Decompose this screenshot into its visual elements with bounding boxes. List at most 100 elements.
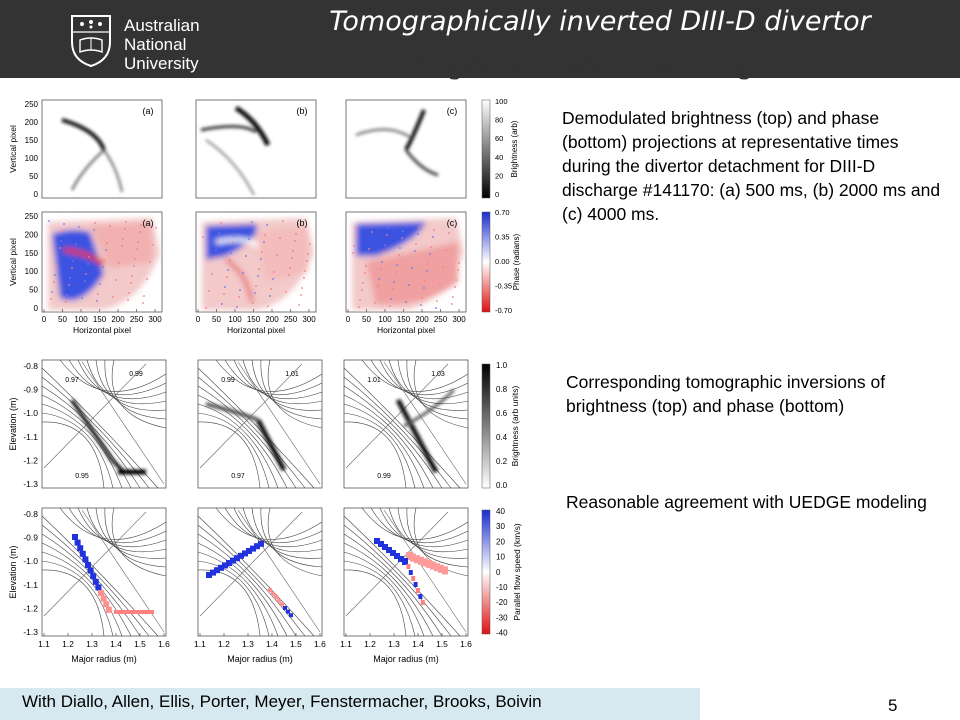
caption-uedge: Reasonable agreement with UEDGE modeling: [566, 492, 927, 512]
colorbar-tick-label: -10: [496, 583, 508, 592]
flux-contour: [197, 515, 315, 637]
phase-region-blue: [356, 222, 426, 256]
inversion-brightness-image: [205, 402, 287, 472]
x-axis-label: Major radius (m): [227, 654, 293, 664]
flux-contour: [379, 359, 469, 400]
x-tick-label: 50: [58, 315, 67, 324]
colorbar-tick-label: -0.70: [495, 306, 512, 315]
phase-noise: [405, 301, 407, 303]
logo-line-1: Australian: [124, 16, 200, 35]
phase-noise: [257, 275, 259, 277]
university-logo: Australian National University: [66, 10, 216, 73]
inversion-brightness-image: [395, 388, 456, 474]
flow-pixel: [430, 561, 436, 570]
colorbar-tick-label: 40: [495, 153, 503, 162]
phase-noise: [294, 240, 296, 242]
flow-pixel: [420, 600, 425, 605]
phase-noise: [62, 230, 64, 232]
x-tick-label: 0: [346, 315, 351, 324]
y-tick-label: -1.1: [23, 432, 38, 442]
inversion-flow-image: [72, 534, 154, 614]
flux-contour: [343, 412, 416, 489]
phase-noise: [374, 302, 376, 304]
flow-pixel: [406, 564, 411, 569]
x-tick-label: 1.3: [242, 639, 254, 649]
y-tick-label: -1.3: [23, 627, 38, 637]
phase-noise: [371, 231, 373, 233]
contour-label: 1.01: [367, 377, 381, 384]
separatrix-leg: [383, 361, 467, 485]
logo-line-3: University: [124, 54, 199, 73]
flux-contour: [197, 394, 288, 489]
phase-region-red: [366, 242, 458, 305]
phase-noise: [215, 249, 217, 251]
phase-noise: [99, 283, 101, 285]
y-axis-label: Vertical pixel: [8, 238, 18, 286]
flux-contour: [41, 403, 123, 489]
phase-noise: [383, 251, 385, 253]
slide-title-line-2: brightness and flow images: [413, 50, 787, 81]
flow-pixel: [411, 576, 416, 581]
colorbar-tick-label: -30: [496, 613, 508, 622]
colorbar-tick-label: 0.00: [495, 257, 510, 266]
flux-contour: [197, 403, 279, 489]
phase-noise: [217, 239, 219, 241]
flux-contour: [413, 507, 469, 577]
phase-noise: [60, 240, 62, 242]
y-tick-label: -1.2: [23, 455, 38, 465]
flow-pixel: [390, 550, 396, 556]
flow-pixel: [105, 606, 112, 613]
logo-line-2: National: [124, 35, 187, 54]
y-tick-label: -1.3: [23, 479, 38, 489]
phase-noise: [248, 238, 250, 240]
flux-contour: [77, 507, 167, 548]
separatrix-leg: [345, 363, 449, 469]
flux-contour: [406, 507, 469, 568]
contour-label: 0.99: [377, 473, 391, 480]
phase-noise: [361, 289, 363, 291]
x-tick-label: 1.4: [110, 639, 122, 649]
y-axis-label: Vertical pixel: [8, 125, 18, 173]
projection-brightness-image: [200, 105, 271, 196]
flux-contour: [41, 412, 114, 489]
colorbar-tick-label: 0: [496, 568, 501, 577]
phase-noise: [68, 284, 70, 286]
flow-pixel: [386, 547, 392, 553]
flux-contour: [197, 376, 306, 489]
phase-noise: [223, 293, 225, 295]
flow-pixel: [374, 538, 380, 544]
flux-contour: [41, 524, 150, 637]
flow-pixel: [398, 556, 404, 562]
y-tick-label: 100: [25, 154, 39, 163]
phase-noise: [112, 296, 114, 298]
flux-contour: [343, 515, 461, 637]
phase-noise: [423, 287, 425, 289]
flow-pixel: [222, 562, 228, 569]
caption-inversions: Corresponding tomographic inversions of …: [566, 372, 886, 416]
flux-contour: [197, 367, 315, 489]
y-tick-label: -0.9: [23, 385, 38, 395]
flux-contour: [343, 385, 443, 489]
footer-bar: [0, 688, 700, 720]
phase-noise: [75, 243, 77, 245]
phase-noise: [455, 279, 457, 281]
x-tick-label: 1.2: [62, 639, 74, 649]
phase-noise: [396, 264, 398, 266]
university-name: Australian National University: [124, 16, 200, 73]
inversion-brightness-panel: [41, 359, 167, 489]
flow-pixel: [103, 601, 110, 608]
phase-noise: [439, 283, 441, 285]
phase-noise: [245, 255, 247, 257]
phase-noise: [66, 294, 68, 296]
flow-pixel: [418, 594, 423, 599]
flux-contour: [41, 569, 105, 637]
flux-contour: [41, 560, 114, 637]
phase-noise: [81, 297, 83, 299]
phase-noise: [267, 305, 269, 307]
y-tick-label: 50: [29, 286, 38, 295]
projection-brightness-image: [61, 118, 123, 193]
x-axis-label: Major radius (m): [373, 654, 439, 664]
contour-label: 1.01: [285, 371, 299, 378]
colorbar-tick-label: -20: [496, 598, 508, 607]
phase-noise: [264, 234, 266, 236]
